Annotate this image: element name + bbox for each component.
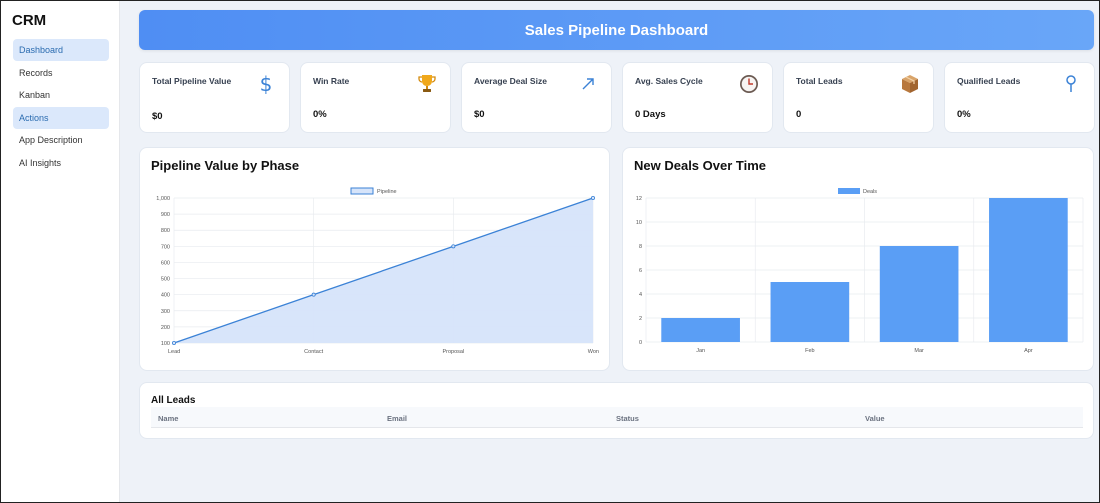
kpi-value: $0	[474, 109, 485, 120]
kpi-card-average-deal-size: Average Deal Size $0	[461, 62, 612, 133]
kpi-card-total-leads: Total Leads 0	[783, 62, 934, 133]
pipeline-area	[174, 198, 593, 343]
column-header-value[interactable]: Value	[865, 414, 885, 423]
kpi-card-total-pipeline-value: Total Pipeline Value $0 $	[139, 62, 290, 133]
y-tick-label: 4	[639, 292, 642, 298]
y-tick-label: 400	[161, 293, 170, 299]
kpi-label: Win Rate	[313, 76, 350, 86]
kpi-value: 0	[796, 109, 802, 120]
y-tick-label: 800	[161, 228, 170, 234]
legend-swatch-deals	[838, 188, 860, 194]
all-leads-panel: All Leads Name Email Status Value	[139, 382, 1094, 439]
sidebar-item-kanban[interactable]: Kanban	[19, 90, 51, 101]
kpi-card-win-rate: Win Rate 0%	[300, 62, 451, 133]
kpi-label: Qualified Leads	[957, 76, 1021, 86]
pipeline-chart-panel: Pipeline Value by Phase Pipeline 100 200 30…	[139, 147, 610, 371]
legend-label-deals: Deals	[863, 189, 877, 195]
deals-chart: Deals 0 2 4 6 8 10 12 Jan Feb Mar Apr	[636, 188, 1084, 354]
kpi-card-avg-sales-cycle: Avg. Sales Cycle 0 Days	[622, 62, 773, 133]
y-tick-label: 2	[639, 316, 642, 322]
legend-swatch-pipeline	[350, 187, 374, 195]
dashboard-header: Sales Pipeline Dashboard	[139, 10, 1094, 50]
pipeline-point	[311, 292, 316, 297]
column-header-email[interactable]: Email	[387, 414, 408, 423]
y-tick-label: 10	[636, 220, 642, 226]
trophy-icon	[416, 73, 438, 95]
y-tick-label: 0	[639, 340, 642, 346]
dollar-icon: $	[259, 72, 273, 96]
sidebar: CRM Dashboard Records Kanban Actions App…	[1, 1, 120, 502]
kpi-value: 0%	[957, 109, 971, 120]
sidebar-item-dashboard[interactable]: Dashboard	[13, 39, 109, 61]
y-tick-label: 700	[161, 244, 170, 250]
kpi-value: 0%	[313, 109, 327, 120]
column-header-status[interactable]: Status	[616, 414, 639, 423]
sidebar-item-records[interactable]: Records	[19, 67, 53, 78]
page-title: Sales Pipeline Dashboard	[524, 21, 709, 39]
y-tick-label: 300	[161, 309, 170, 315]
clock-icon	[738, 73, 760, 95]
y-tick-label: 100	[161, 341, 170, 347]
app-brand: CRM	[12, 12, 47, 29]
pipeline-point	[451, 244, 456, 249]
x-tick-label: Won	[588, 349, 599, 355]
sidebar-item-ai-insights[interactable]: AI Insights	[19, 157, 62, 168]
y-tick-label: 8	[639, 244, 642, 250]
x-tick-label: Mar	[914, 348, 924, 354]
y-tick-label: 600	[161, 260, 170, 266]
sidebar-nav: Dashboard Records Kanban Actions App Des…	[13, 39, 109, 175]
kpi-value: $0	[152, 111, 163, 122]
bar-apr	[989, 198, 1068, 342]
x-tick-label: Feb	[805, 348, 814, 354]
deals-chart-panel: New Deals Over Time Deals 0 2 4 6 8 10 12 Jan Feb…	[622, 147, 1094, 371]
y-tick-label: 12	[636, 196, 642, 202]
bar-jan	[661, 318, 740, 342]
kpi-label: Total Leads	[796, 76, 843, 86]
y-tick-label: 500	[161, 277, 170, 283]
package-icon	[899, 73, 921, 95]
kpi-label: Average Deal Size	[474, 76, 547, 86]
y-tick-label: 200	[161, 325, 170, 331]
y-tick-label: 6	[639, 268, 642, 274]
y-tick-label: 900	[161, 212, 170, 218]
sidebar-item-actions[interactable]: Actions	[13, 106, 109, 129]
column-header-name[interactable]: Name	[158, 414, 179, 423]
kpi-card-qualified-leads: Qualified Leads 0%	[944, 62, 1095, 133]
kpi-value: 0 Days	[635, 109, 666, 120]
sidebar-item-app-description[interactable]: App Description	[19, 135, 83, 146]
x-tick-label: Proposal	[442, 349, 464, 355]
legend-label-pipeline: Pipeline	[377, 189, 397, 195]
pipeline-line	[173, 197, 594, 344]
kpi-label: Total Pipeline Value	[152, 76, 232, 86]
pipeline-chart: Pipeline 100 200 300 400 500 600 700 800 900 1,000…	[156, 187, 599, 355]
leads-table-header: Name Email Status Value	[151, 407, 1083, 428]
all-leads-title: All Leads	[151, 395, 196, 406]
x-tick-label: Apr	[1024, 348, 1033, 354]
pipeline-chart-title: Pipeline Value by Phase	[151, 158, 300, 173]
bar-mar	[879, 246, 959, 342]
x-tick-label: Jan	[696, 348, 705, 354]
pipeline-point	[590, 196, 595, 201]
deals-chart-title: New Deals Over Time	[634, 158, 766, 173]
pipeline-point	[172, 340, 177, 345]
kpi-label: Avg. Sales Cycle	[635, 76, 703, 86]
bar-feb	[770, 282, 850, 342]
x-tick-label: Contact	[304, 349, 323, 355]
filter-icon	[1060, 73, 1082, 95]
x-tick-label: Lead	[168, 349, 180, 355]
y-tick-label: 1,000	[156, 196, 170, 202]
arrow-up-right-icon	[577, 73, 599, 95]
